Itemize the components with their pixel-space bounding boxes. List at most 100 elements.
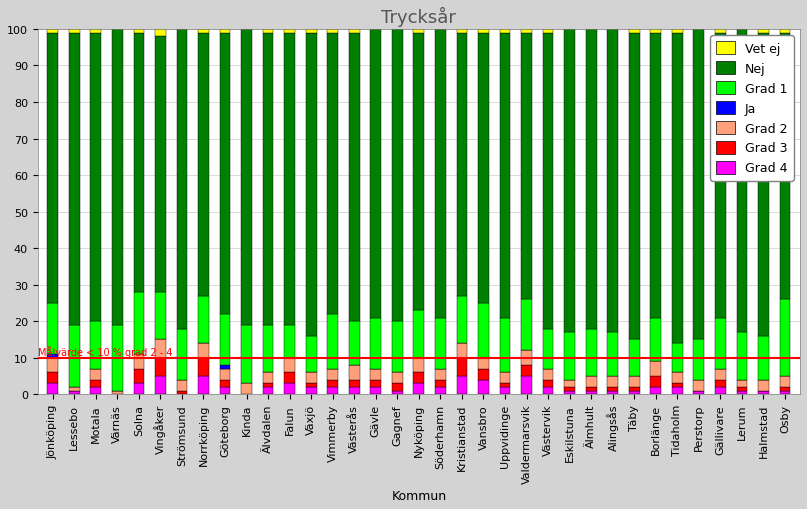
Bar [349,30,360,34]
Bar [349,380,360,387]
Bar [284,373,295,384]
Bar [370,318,381,369]
Bar [198,358,209,376]
Bar [220,30,231,34]
Bar [629,376,640,387]
Bar [90,380,101,387]
Bar [542,329,554,369]
Bar [672,384,683,387]
Bar [435,318,445,369]
Bar [608,391,618,394]
Bar [48,30,58,34]
Bar [177,30,187,329]
Bar [90,387,101,394]
Bar [155,30,165,37]
Bar [478,380,489,394]
Bar [737,391,747,394]
Bar [413,34,424,310]
Bar [629,30,640,34]
Bar [69,30,80,34]
Bar [263,34,274,325]
Bar [241,30,252,325]
Bar [521,34,532,300]
Bar [155,292,165,340]
Bar [48,373,58,384]
Bar [758,30,769,34]
Bar [306,384,316,387]
Bar [155,358,165,376]
Bar [672,34,683,344]
Bar [435,30,445,318]
Bar [542,369,554,380]
Bar [650,318,661,362]
Bar [69,34,80,325]
Bar [155,376,165,394]
Bar [69,325,80,387]
Bar [715,387,725,394]
Bar [90,369,101,380]
Bar [263,373,274,384]
Bar [457,358,467,376]
Bar [177,329,187,380]
Bar [521,351,532,365]
Bar [241,325,252,384]
Bar [392,322,403,373]
Bar [586,30,596,329]
Bar [90,322,101,369]
Bar [650,30,661,34]
Bar [392,30,403,322]
Bar [715,318,725,369]
Bar [48,384,58,394]
Bar [198,344,209,358]
Bar [586,387,596,391]
Bar [693,30,705,340]
Bar [90,30,101,34]
Bar [478,358,489,369]
Bar [435,369,445,380]
Bar [112,325,123,391]
Bar [500,384,510,387]
Bar [220,34,231,314]
Bar [69,387,80,391]
Bar [672,30,683,34]
Bar [306,387,316,394]
Bar [133,384,144,394]
Bar [542,34,554,329]
Bar [586,391,596,394]
Bar [370,387,381,394]
Bar [457,376,467,394]
Bar [349,322,360,365]
Bar [737,387,747,391]
Bar [435,380,445,387]
Bar [500,318,510,373]
Bar [198,34,209,296]
Bar [48,34,58,303]
Legend: Vet ej, Nej, Grad 1, Ja, Grad 2, Grad 3, Grad 4: Vet ej, Nej, Grad 1, Ja, Grad 2, Grad 3,… [710,36,794,181]
Bar [650,376,661,387]
Text: Målvärde < 10 % grad 2 - 4: Målvärde < 10 % grad 2 - 4 [38,345,172,357]
Bar [608,387,618,391]
Bar [90,34,101,322]
Bar [306,373,316,384]
Bar [608,30,618,332]
Bar [693,391,705,394]
X-axis label: Kommun: Kommun [391,489,446,502]
Bar [392,391,403,394]
Bar [133,369,144,384]
Bar [306,34,316,336]
Bar [693,380,705,391]
Bar [672,373,683,384]
Bar [133,30,144,34]
Bar [155,340,165,358]
Bar [413,310,424,358]
Bar [586,376,596,387]
Bar [284,34,295,325]
Bar [629,340,640,376]
Bar [586,329,596,376]
Bar [564,30,575,332]
Bar [715,369,725,380]
Bar [457,296,467,344]
Bar [521,30,532,34]
Bar [284,358,295,373]
Bar [306,336,316,373]
